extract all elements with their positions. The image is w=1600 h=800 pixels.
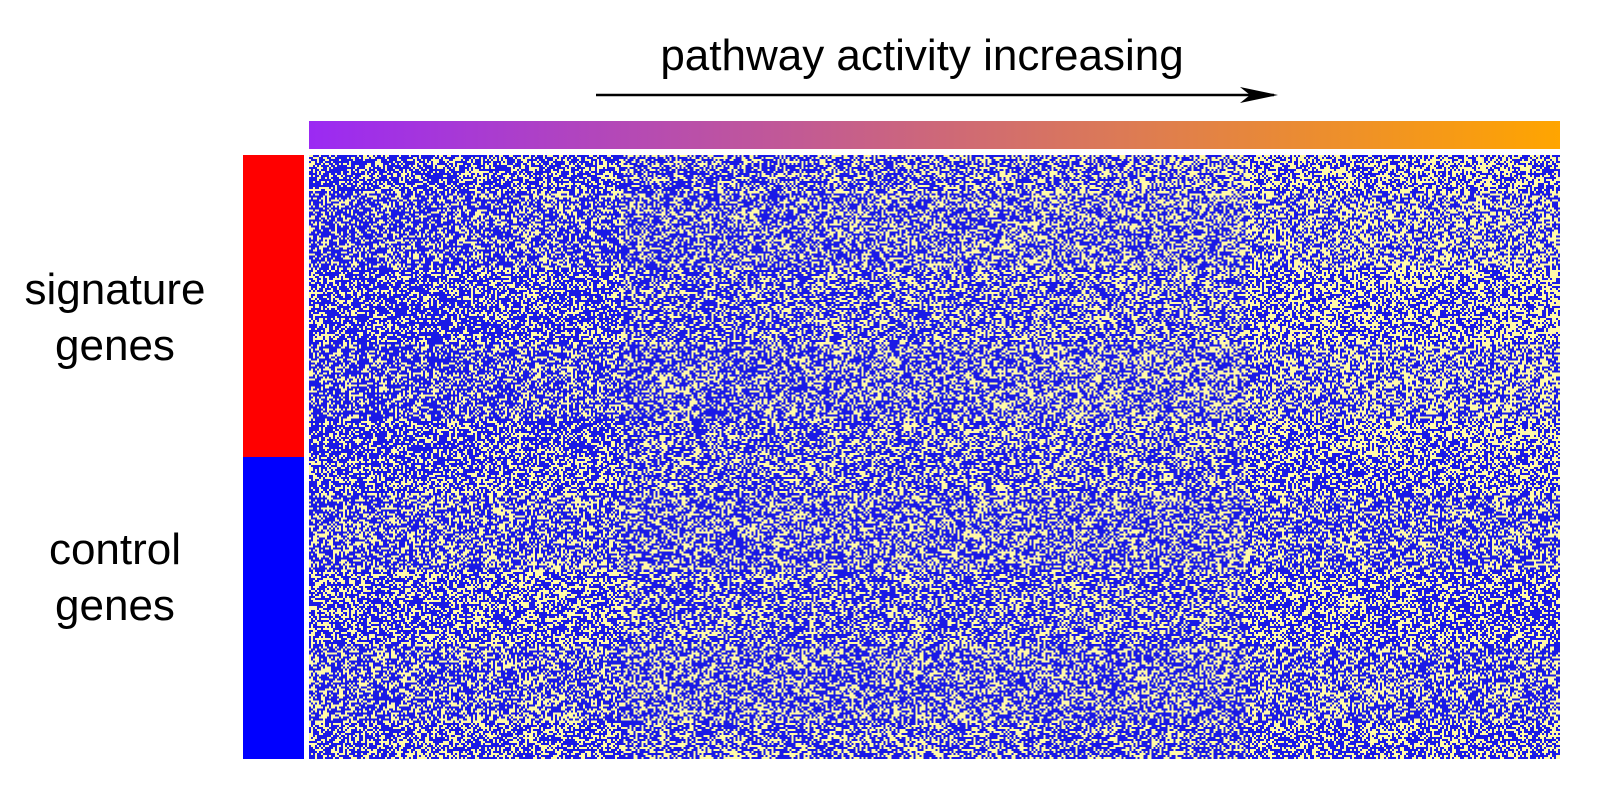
signature-genes-label: signature genes	[0, 262, 230, 374]
control-genes-segment	[243, 457, 304, 759]
control-label-line2: genes	[55, 581, 175, 630]
signature-label-line1: signature	[24, 265, 206, 314]
activity-arrow	[596, 87, 1278, 103]
signature-genes-segment	[243, 155, 304, 457]
signature-label-line2: genes	[55, 321, 175, 370]
gene-group-bar	[243, 155, 304, 759]
pathway-activity-gradient-bar	[309, 121, 1560, 149]
chart-title: pathway activity increasing	[660, 31, 1184, 80]
control-genes-label: control genes	[0, 522, 230, 634]
control-label-line1: control	[48, 525, 182, 574]
activity-arrow-head	[1240, 87, 1278, 103]
heatmap-cells	[309, 155, 1560, 759]
